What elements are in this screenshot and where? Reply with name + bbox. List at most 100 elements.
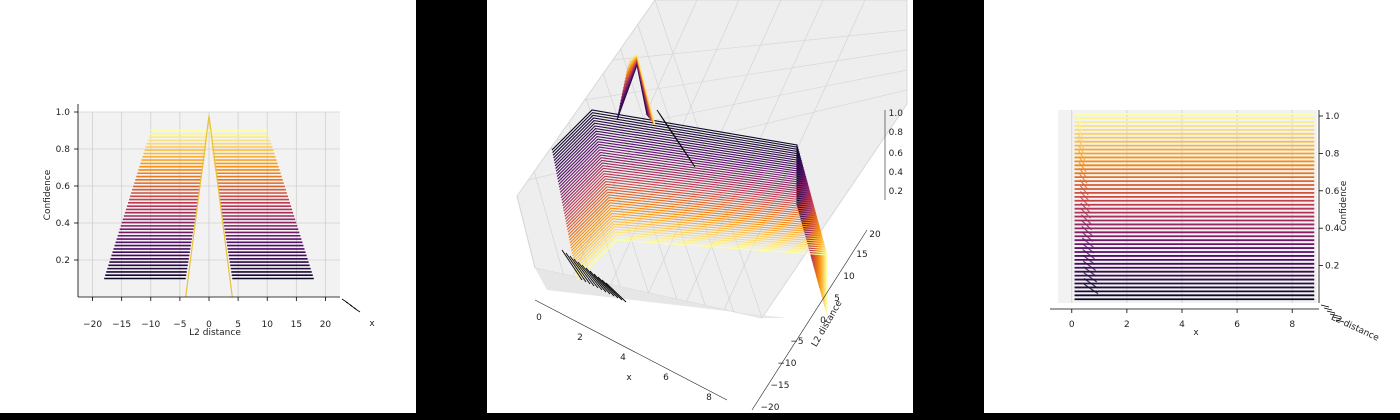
y-tick-label: 0.2 [1325,262,1339,272]
y-tick-label: 10 [843,272,855,282]
y-tick-label: 0.2 [56,256,70,266]
y-tick-label: 0.8 [56,145,71,155]
x-axis-label: x [626,373,632,383]
series-line [585,267,607,293]
series-line [605,282,627,303]
y-tick-label: −10 [778,359,797,369]
series-line [1079,191,1090,202]
series-line [628,54,656,126]
series-line [573,223,824,302]
depth-tick-mark [1329,313,1339,317]
x-tick-label: 4 [620,353,626,363]
x-tick-label: −20 [83,320,102,330]
y-tick-label: 0 [820,316,826,326]
x-tick-label: 0 [1069,320,1075,330]
series-line [1077,144,1085,155]
series-line [1083,283,1099,295]
series-line [567,194,818,277]
series-line [1082,254,1096,266]
x-tick-label: 20 [320,320,332,330]
y-tick-label: −15 [771,381,790,391]
series-line [1081,225,1093,237]
series-line [572,215,823,295]
side-view-plot: 0 2 4 6 8 0.2 0.4 0.6 0.8 1.0 x Confidence L2 dis… [1050,110,1381,344]
series-line [567,191,817,275]
series-line [1079,173,1088,184]
y-tick-label: −20 [761,403,780,413]
series-line [1081,220,1093,231]
series-line [1083,272,1098,283]
depth-tick-mark [1326,310,1336,314]
series-line [573,258,595,287]
series-line [565,183,815,268]
y-axis-label: Confidence [43,169,53,220]
series-line [1082,243,1095,254]
series-line [565,181,815,266]
series-line [566,189,816,273]
series-line [562,167,812,255]
series-line [597,276,619,299]
series-line [1078,167,1088,178]
series-line [569,255,591,285]
series-line [581,264,603,291]
series-line [574,228,826,307]
perspective-plot: 02468−20−15−10−5051015200.20.40.60.81.0 … [516,0,908,413]
series-line [576,236,827,313]
pane-grid-line [602,73,678,300]
series-line [563,170,812,257]
series-line [568,196,818,280]
series-line [601,279,623,301]
series-line [565,252,587,283]
z-tick-label: 0.6 [889,149,904,159]
pane-grid-line [620,48,706,306]
front-view-plot: −20 −15 −10 −5 0 5 10 15 20 0.2 0.4 0.6 0.8 1.0 L2 di… [43,104,375,338]
y-tick-label: 0.6 [56,182,71,192]
series-line [562,165,811,253]
series-line [561,162,810,250]
series-line [1078,162,1087,173]
series-line [1080,196,1090,208]
y-axis-label: Confidence [1339,180,1349,231]
x-tick-label: 10 [261,320,273,330]
depth-tick-mark [1332,316,1342,320]
series-line [1077,127,1084,138]
floor-pane [535,268,787,318]
depth-tick-mark [1335,319,1345,323]
depth-tick-mark [353,307,361,313]
y-tick-label: 0.8 [1325,149,1340,159]
x-tick-label: 8 [706,393,712,403]
x-tick-label: −10 [141,320,160,330]
series-line [1083,278,1098,289]
series-line [593,273,615,297]
series-line [1080,214,1092,225]
series-line [1076,115,1082,126]
series-line [1078,150,1086,161]
pane-grid-line [533,171,564,275]
x-tick-label: 15 [291,320,302,330]
series-line [572,218,823,298]
series-line [570,210,821,291]
series-line [1077,138,1085,149]
series-line [1081,237,1094,248]
series-line [574,226,825,304]
x-tick-label: 6 [1234,320,1240,330]
series-line [563,173,813,259]
series-line [575,231,826,309]
y-tick-label: −5 [790,337,803,347]
pane-back [1058,110,1317,303]
x-tick-label: 2 [1124,320,1130,330]
x-tick-label: 2 [577,333,583,343]
series-line [570,207,821,289]
z-tick-label: 0.2 [889,187,903,197]
series-line [1082,249,1095,260]
y-tick-label: 15 [856,250,867,260]
series-line [1081,231,1094,242]
series-line [577,261,599,289]
series-line [566,186,816,271]
x-tick-label: −15 [112,320,131,330]
pane-grid-line [572,0,698,277]
series-line [573,220,824,300]
series-line [1080,208,1091,219]
depth-tick-mark [1323,307,1333,311]
pane-grid-line [516,195,536,269]
